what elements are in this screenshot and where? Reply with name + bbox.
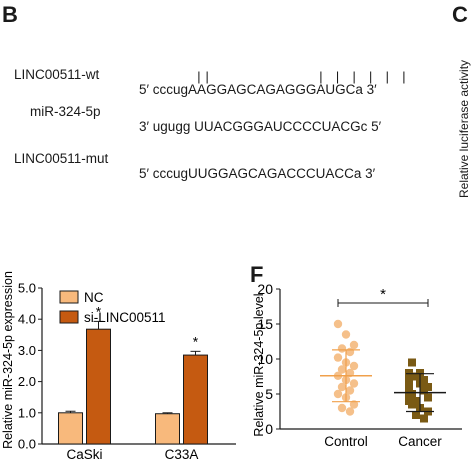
legend-swatch — [59, 290, 79, 304]
x-tick-label: Control — [324, 434, 368, 449]
data-point — [349, 361, 359, 371]
data-point — [405, 390, 413, 398]
x-tick-label: CaSki — [66, 447, 102, 462]
data-point — [424, 393, 432, 402]
mut-sequence-name: LINC00511-mut — [14, 151, 109, 166]
legend-label: NC — [84, 290, 104, 305]
data-point — [337, 403, 347, 413]
wt-sequence-row: LINC00511-wt 5′ cccugAAGGAGCAGAGGGAUGCa … — [14, 52, 474, 97]
mir-sequence-text: 3′ ugugg UUACGGGAUCCCCUACGc 5′ — [139, 119, 382, 134]
y-tick-label: 15 — [257, 316, 273, 332]
x-tick-label: C33A — [165, 447, 199, 462]
mut-sequence-row: LINC00511-mut 5′ cccugUUGGAGCAGACCCUACCa… — [14, 136, 474, 181]
bar — [155, 413, 180, 445]
y-axis-label: Relative miR-324-5p level — [252, 293, 266, 436]
data-point — [337, 365, 347, 374]
bar — [58, 412, 83, 445]
panel-f-label: F — [250, 262, 264, 287]
data-point — [333, 389, 343, 399]
panel-b-label: B — [2, 2, 18, 27]
data-point — [408, 358, 416, 367]
base-pair-lines-right: | | | | | | — [317, 70, 409, 85]
data-point — [405, 369, 413, 377]
data-point — [345, 407, 355, 416]
data-point — [337, 382, 347, 392]
mir-sequence-row: miR-324-5p 3′ ugugg UUACGGGAUCCCCUACGc 5… — [14, 89, 474, 134]
panel-c-label: C — [452, 2, 468, 27]
wt-sequence-text: 5′ cccugAAGGAGCAGAGGGAUGCa 3′ — [139, 82, 377, 97]
data-point — [412, 372, 420, 381]
y-tick-label: 2.0 — [18, 374, 36, 389]
data-point — [420, 386, 428, 395]
y-axis-label: Relative miR-324-5p expression — [1, 271, 15, 449]
data-point — [333, 353, 343, 362]
data-point — [412, 411, 420, 419]
mir-sequence-name: miR-324-5p — [30, 104, 101, 119]
data-point — [345, 386, 355, 395]
data-point — [408, 400, 416, 409]
y-tick-label: 1.0 — [18, 405, 36, 420]
data-point — [337, 344, 347, 353]
legend-label: si-LINC00511 — [84, 310, 166, 325]
data-point — [333, 319, 343, 329]
data-point — [349, 379, 359, 388]
y-tick-label: 4.0 — [18, 312, 36, 327]
significance-marker: * — [380, 286, 386, 303]
base-pair-lines-left: || — [195, 70, 212, 85]
bar — [86, 328, 111, 445]
data-point — [341, 330, 351, 339]
y-tick-label: 5.0 — [18, 281, 36, 296]
bar — [183, 354, 208, 445]
x-tick-label: Cancer — [398, 434, 442, 449]
y-tick-label: 0 — [265, 421, 273, 437]
panel-c-ylabel: Relative luciferase activity — [457, 59, 471, 198]
data-point — [349, 340, 359, 350]
data-point — [345, 347, 355, 357]
legend-swatch — [59, 310, 79, 324]
y-tick-label: 5 — [265, 386, 273, 402]
significance-marker: * — [193, 333, 199, 349]
data-point — [420, 414, 428, 423]
wt-sequence-name: LINC00511-wt — [14, 67, 100, 82]
data-point — [405, 376, 413, 384]
y-tick-label: 20 — [257, 281, 273, 297]
data-point — [405, 383, 413, 391]
y-tick-label: 3.0 — [18, 343, 36, 358]
significance-marker: * — [96, 303, 102, 319]
data-point — [349, 400, 359, 409]
mut-sequence-text: 5′ cccugUUGGAGCAGACCCUACCa 3′ — [139, 166, 376, 181]
y-tick-label: 10 — [257, 351, 273, 367]
y-tick-label: 0.0 — [18, 437, 36, 452]
